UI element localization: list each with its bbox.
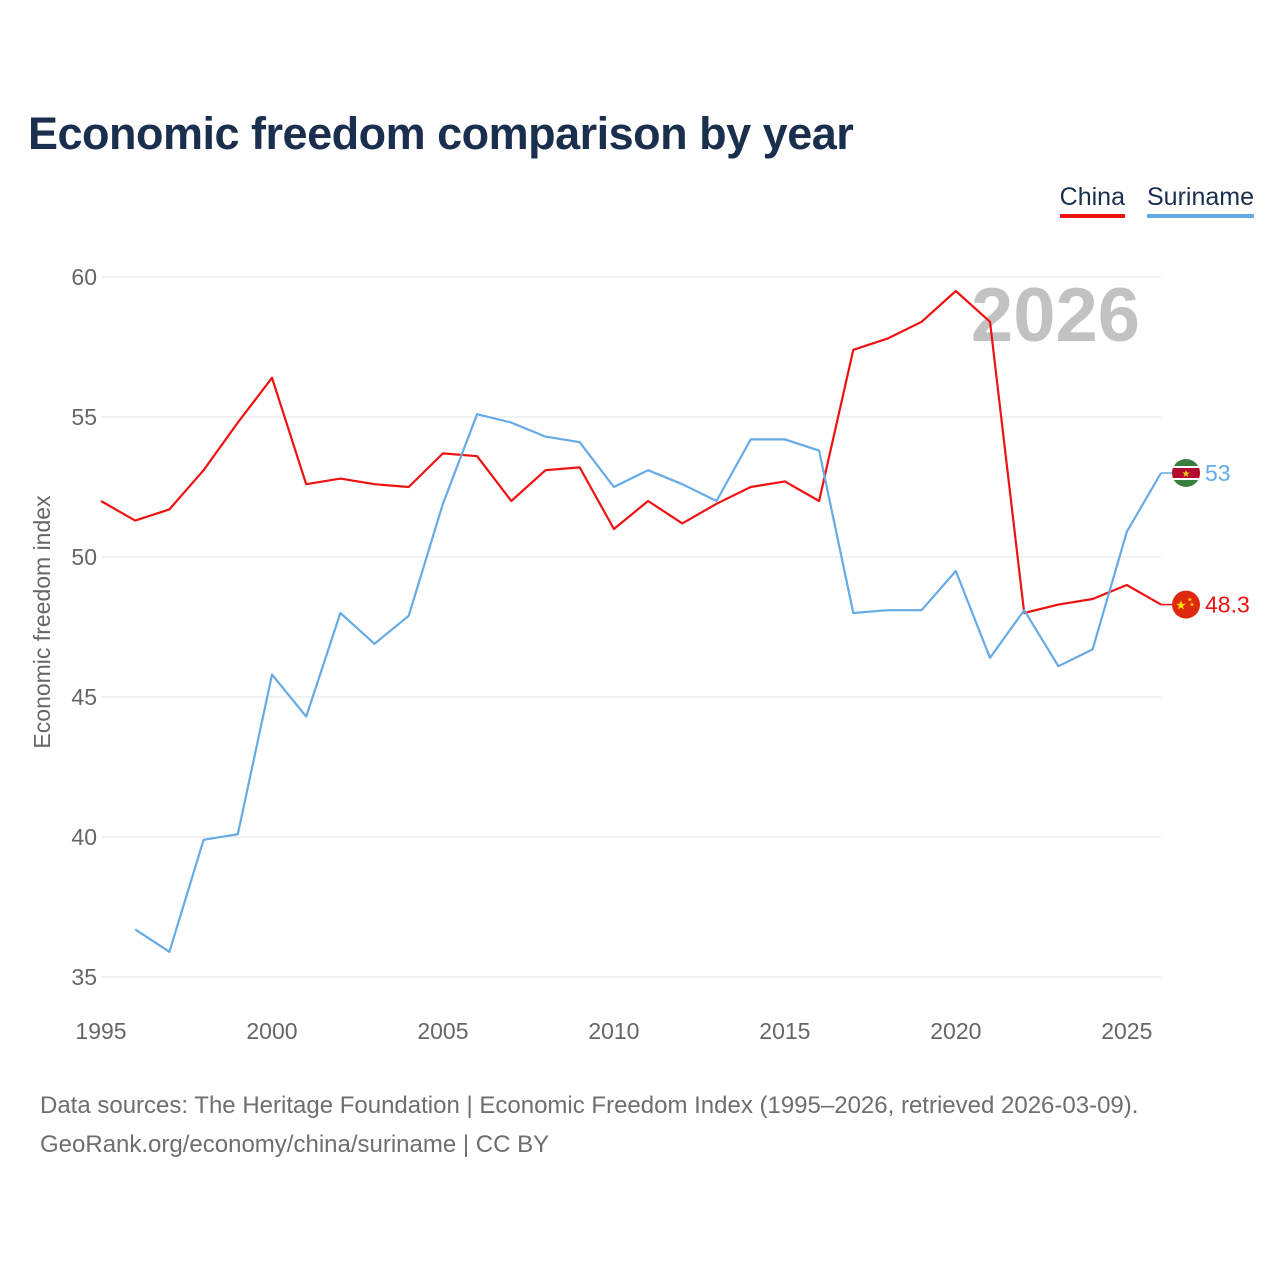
data-point[interactable] xyxy=(919,607,925,613)
data-point[interactable] xyxy=(611,526,617,532)
y-tick-label: 60 xyxy=(71,264,97,290)
data-point[interactable] xyxy=(372,481,378,487)
data-point[interactable] xyxy=(577,439,583,445)
data-point[interactable] xyxy=(406,484,412,490)
series-lines xyxy=(98,288,1162,955)
data-point[interactable] xyxy=(713,498,719,504)
data-point[interactable] xyxy=(201,837,207,843)
legend: China Suriname xyxy=(1059,183,1254,218)
legend-item-suriname[interactable]: Suriname xyxy=(1147,183,1254,218)
data-point[interactable] xyxy=(201,467,207,473)
data-point[interactable] xyxy=(166,506,172,512)
data-point[interactable] xyxy=(474,411,480,417)
data-point[interactable] xyxy=(679,520,685,526)
data-point[interactable] xyxy=(166,949,172,955)
data-point[interactable] xyxy=(645,498,651,504)
data-point[interactable] xyxy=(577,464,583,470)
x-tick-label: 2010 xyxy=(588,1018,639,1044)
data-point[interactable] xyxy=(132,518,138,524)
data-point[interactable] xyxy=(1090,646,1096,652)
line-chart: 2026 35 40 45 50 55 60 1995 2000 2005 2010 2015 20… xyxy=(29,264,1250,1044)
data-point[interactable] xyxy=(953,288,959,294)
data-point[interactable] xyxy=(816,448,822,454)
suriname-flag-icon: ★ xyxy=(1172,459,1200,487)
data-point[interactable] xyxy=(337,610,343,616)
data-point[interactable] xyxy=(337,476,343,482)
data-point[interactable] xyxy=(919,319,925,325)
year-watermark: 2026 xyxy=(971,273,1140,358)
data-point[interactable] xyxy=(440,501,446,507)
data-point[interactable] xyxy=(987,655,993,661)
y-tick-label: 45 xyxy=(71,684,97,710)
x-tick-label: 2000 xyxy=(246,1018,297,1044)
data-point[interactable] xyxy=(782,478,788,484)
data-point[interactable] xyxy=(98,498,104,504)
x-tick-label: 2015 xyxy=(759,1018,810,1044)
data-point[interactable] xyxy=(269,672,275,678)
data-point[interactable] xyxy=(269,375,275,381)
data-point[interactable] xyxy=(235,420,241,426)
end-value-label-china: 48.3 xyxy=(1205,592,1250,618)
y-axis-ticks: 35 40 45 50 55 60 xyxy=(71,264,97,990)
data-point[interactable] xyxy=(303,481,309,487)
data-point[interactable] xyxy=(508,420,514,426)
y-axis-label: Economic freedom index xyxy=(29,495,55,749)
data-source-note: Data sources: The Heritage Foundation | … xyxy=(40,1092,1139,1119)
y-tick-label: 55 xyxy=(71,404,97,430)
data-point[interactable] xyxy=(679,481,685,487)
grid-lines xyxy=(101,276,1161,978)
data-point[interactable] xyxy=(987,319,993,325)
series-line-suriname[interactable] xyxy=(134,413,1162,953)
data-point[interactable] xyxy=(543,434,549,440)
data-point[interactable] xyxy=(1090,596,1096,602)
data-point[interactable] xyxy=(782,436,788,442)
y-tick-label: 35 xyxy=(71,964,97,990)
china-flag-icon: ★ ★★ xyxy=(1172,590,1200,619)
chart-title: Economic freedom comparison by year xyxy=(28,108,854,159)
attribution-note[interactable]: GeoRank.org/economy/china/suriname | CC … xyxy=(40,1131,550,1158)
svg-text:★: ★ xyxy=(1182,469,1191,480)
x-tick-label: 2005 xyxy=(417,1018,468,1044)
data-point[interactable] xyxy=(850,610,856,616)
data-point[interactable] xyxy=(611,484,617,490)
svg-text:★: ★ xyxy=(1175,598,1187,613)
legend-item-china[interactable]: China xyxy=(1059,183,1125,218)
x-tick-label: 2025 xyxy=(1101,1018,1152,1044)
data-point[interactable] xyxy=(406,613,412,619)
data-point[interactable] xyxy=(748,436,754,442)
footer: Data sources: The Heritage Foundation | … xyxy=(40,1086,1138,1164)
x-tick-label: 2020 xyxy=(930,1018,981,1044)
data-point[interactable] xyxy=(884,336,890,342)
data-point[interactable] xyxy=(1055,663,1061,669)
data-point[interactable] xyxy=(474,453,480,459)
x-axis-ticks: 1995 2000 2005 2010 2015 2020 2025 xyxy=(75,1018,1152,1044)
data-point[interactable] xyxy=(235,831,241,837)
data-point[interactable] xyxy=(748,484,754,490)
y-tick-label: 50 xyxy=(71,544,97,570)
data-point[interactable] xyxy=(1021,607,1027,613)
data-point[interactable] xyxy=(440,450,446,456)
end-value-label-suriname: 53 xyxy=(1205,460,1231,486)
data-point[interactable] xyxy=(816,498,822,504)
y-tick-label: 40 xyxy=(71,824,97,850)
x-tick-label: 1995 xyxy=(75,1018,126,1044)
data-point[interactable] xyxy=(543,467,549,473)
data-point[interactable] xyxy=(850,347,856,353)
series-line-china[interactable] xyxy=(100,289,1162,615)
end-markers: ★ ★★ 48.3★ 53 xyxy=(1161,459,1250,619)
data-point[interactable] xyxy=(953,568,959,574)
data-point[interactable] xyxy=(1055,602,1061,608)
data-point[interactable] xyxy=(645,467,651,473)
data-point[interactable] xyxy=(1124,529,1130,535)
data-point[interactable] xyxy=(372,641,378,647)
svg-text:★: ★ xyxy=(1189,602,1194,609)
data-point[interactable] xyxy=(884,607,890,613)
svg-text:★: ★ xyxy=(1187,597,1192,604)
data-point[interactable] xyxy=(132,926,138,932)
data-point[interactable] xyxy=(508,498,514,504)
data-point[interactable] xyxy=(303,714,309,720)
data-point[interactable] xyxy=(1124,582,1130,588)
